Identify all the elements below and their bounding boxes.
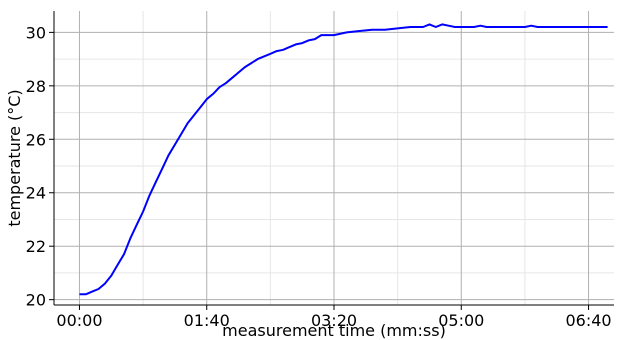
y-tick-label-0: 20 — [26, 291, 46, 310]
x-tick-label-0: 00:00 — [56, 311, 102, 330]
x-tick-label-4: 06:40 — [565, 311, 611, 330]
x-tick-label-1: 01:40 — [184, 311, 230, 330]
y-tick-label-2: 24 — [26, 184, 46, 203]
y-tick-label-1: 22 — [26, 237, 46, 256]
y-axis-label: temperature (°C) — [5, 89, 24, 226]
series-line-0 — [79, 23, 608, 296]
axes — [49, 11, 614, 310]
x-tick-label-3: 05:00 — [438, 311, 484, 330]
y-tick-label-4: 28 — [26, 77, 46, 96]
x-tick-label-2: 03:20 — [311, 311, 357, 330]
series-layer — [79, 23, 608, 296]
tick-labels: 00:00 01:40 03:20 05:00 06:40 20 22 24 26 28 30 — [26, 23, 612, 330]
y-tick-label-3: 26 — [26, 130, 46, 149]
y-tick-label-5: 30 — [26, 23, 46, 42]
grid — [54, 11, 614, 305]
x-axis-label: measurement time (mm:ss) — [222, 321, 446, 340]
